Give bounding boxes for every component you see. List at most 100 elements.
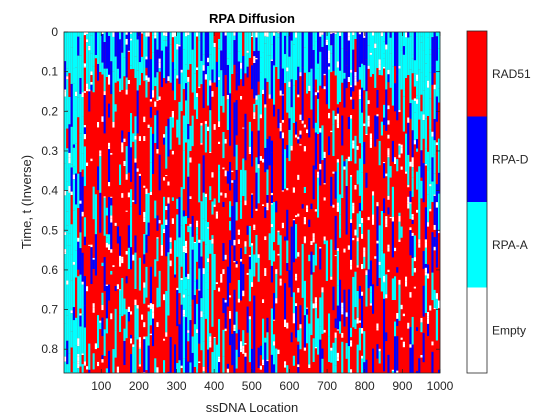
heatmap-cell	[378, 225, 381, 247]
heatmap-cell	[246, 50, 249, 53]
heatmap-cell	[270, 227, 273, 266]
heatmap-cell	[358, 211, 361, 224]
heatmap-cell	[389, 275, 392, 294]
heatmap-cell	[97, 122, 100, 128]
heatmap-cell	[88, 237, 91, 245]
heatmap-cell	[350, 118, 353, 162]
heatmap-cell	[312, 45, 315, 51]
heatmap-cell	[394, 117, 397, 140]
heatmap-cell	[127, 132, 130, 173]
heatmap-cell	[86, 286, 89, 292]
heatmap-cell	[138, 364, 141, 367]
heatmap-cell	[218, 287, 221, 292]
heatmap-cell	[141, 250, 144, 272]
heatmap-cell	[235, 349, 238, 369]
heatmap-cell	[176, 290, 179, 327]
heatmap-cell	[99, 71, 102, 103]
heatmap-cell	[365, 321, 368, 360]
heatmap-cell	[158, 62, 161, 69]
heatmap-cell	[308, 32, 311, 73]
heatmap-cell	[402, 341, 405, 344]
heatmap-cell	[116, 366, 119, 371]
heatmap-cell	[361, 355, 364, 359]
heatmap-cell	[341, 312, 344, 315]
heatmap-cell	[343, 32, 346, 73]
heatmap-cell	[400, 298, 403, 305]
heatmap-cell	[361, 210, 364, 218]
heatmap-cell	[233, 239, 236, 246]
heatmap-cell	[147, 32, 150, 37]
heatmap-cell	[365, 211, 368, 246]
heatmap-cell	[145, 252, 148, 267]
heatmap-cell	[253, 158, 256, 201]
heatmap-cell	[185, 148, 188, 181]
heatmap-cell	[290, 332, 293, 343]
heatmap-cell	[317, 174, 320, 178]
heatmap-cell	[180, 304, 183, 346]
heatmap-cell	[387, 124, 390, 135]
heatmap-cell	[306, 133, 309, 164]
heatmap-cell	[303, 104, 306, 125]
heatmap-cell	[64, 89, 67, 92]
heatmap-cell	[438, 300, 441, 303]
heatmap-cell	[123, 164, 126, 166]
heatmap-cell	[363, 331, 366, 363]
heatmap-cell	[352, 109, 355, 141]
heatmap-cell	[103, 42, 106, 69]
heatmap-cell	[138, 319, 141, 338]
heatmap-cell	[156, 287, 159, 308]
heatmap-cell	[385, 176, 388, 195]
heatmap-cell	[281, 138, 284, 154]
heatmap-cell	[222, 313, 225, 330]
heatmap-cell	[156, 367, 159, 372]
heatmap-cell	[339, 194, 342, 215]
heatmap-cell	[66, 148, 69, 169]
heatmap-cell	[174, 206, 177, 241]
heatmap-cell	[231, 182, 234, 207]
heatmap-cell	[380, 75, 383, 107]
heatmap-cell	[352, 202, 355, 206]
heatmap-cell	[270, 282, 273, 309]
heatmap-cell	[154, 175, 157, 201]
heatmap-cell	[235, 144, 238, 170]
heatmap-cell	[424, 345, 427, 373]
heatmap-cell	[178, 197, 181, 238]
heatmap-cell	[374, 146, 377, 167]
heatmap-cell	[165, 210, 168, 220]
heatmap-cell	[101, 355, 104, 360]
heatmap-cell	[97, 32, 100, 64]
heatmap-cell	[143, 80, 146, 90]
heatmap-cell	[325, 64, 328, 105]
heatmap-cell	[237, 329, 240, 358]
x-axis-ticks: 100 200 300 400 500 600 700 800 900 1000	[91, 32, 454, 393]
heatmap-cell	[167, 328, 170, 336]
heatmap-cell	[152, 203, 155, 229]
heatmap-cell	[314, 32, 317, 42]
heatmap-cell	[416, 148, 419, 152]
heatmap-cell	[242, 323, 245, 331]
heatmap-cell	[235, 311, 238, 334]
heatmap-cell	[407, 278, 410, 313]
heatmap-cell	[429, 129, 432, 169]
heatmap-cell	[383, 104, 386, 118]
heatmap-cell	[200, 143, 203, 145]
heatmap-cell	[310, 274, 313, 301]
heatmap-cell	[279, 275, 282, 279]
heatmap-cell	[317, 68, 320, 91]
heatmap-cell	[169, 260, 172, 267]
heatmap-cell	[141, 199, 144, 231]
heatmap-cell	[314, 347, 317, 349]
heatmap-cell	[281, 242, 284, 248]
heatmap-cell	[202, 241, 205, 269]
heatmap-cell	[264, 218, 267, 230]
heatmap-cell	[178, 265, 181, 294]
heatmap-cell	[264, 236, 267, 241]
heatmap-cell	[127, 84, 130, 90]
heatmap-cell	[396, 210, 399, 215]
heatmap-cell	[257, 254, 260, 258]
heatmap-cell	[367, 288, 370, 326]
heatmap-cell	[64, 129, 67, 164]
heatmap-cell	[251, 348, 254, 373]
heatmap-cell	[171, 223, 174, 243]
heatmap-cell	[94, 234, 97, 276]
